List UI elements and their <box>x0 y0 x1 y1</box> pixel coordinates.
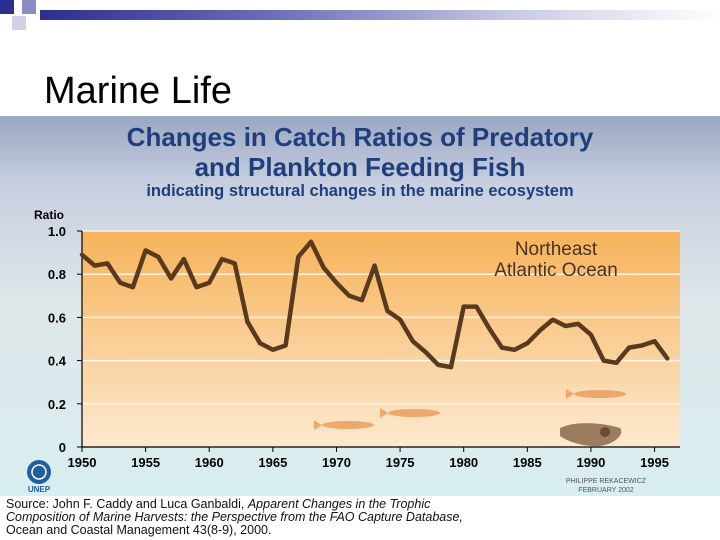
y-tick-label: 0.4 <box>48 354 67 369</box>
credit-line1: PHILIPPE REKACEWICZ <box>566 478 647 485</box>
x-tick-label: 1965 <box>258 455 287 470</box>
y-axis-label: Ratio <box>34 208 64 222</box>
chart-title-line2: and Plankton Feeding Fish <box>195 152 526 182</box>
source-prefix: Source: John F. Caddy and Luca Ganbaldi, <box>6 497 248 511</box>
x-tick-label: 1950 <box>68 455 97 470</box>
x-tick-label: 1975 <box>386 455 415 470</box>
corner-decoration <box>0 0 50 30</box>
fish-illustration <box>314 389 626 430</box>
x-tick-label: 1990 <box>576 455 605 470</box>
x-tick-label: 1985 <box>513 455 542 470</box>
y-axis-ticks: 1.0 0.8 0.6 0.4 0.2 0 <box>48 224 82 455</box>
gridlines <box>82 230 680 405</box>
source-line2: Composition of Marine Harvests: the Pers… <box>6 510 463 524</box>
source-title-part1: Apparent Changes in the Trophic <box>247 497 431 511</box>
y-tick-label: 1.0 <box>48 224 66 239</box>
header-bar <box>40 10 720 20</box>
y-tick-label: 0.6 <box>48 310 66 325</box>
y-tick-label: 0.8 <box>48 267 66 282</box>
x-tick-label: 1980 <box>449 455 478 470</box>
x-tick-label: 1970 <box>322 455 351 470</box>
credit-line2: FEBRUARY 2002 <box>578 487 633 494</box>
unep-logo-text: UNEP <box>28 485 51 494</box>
y-tick-label: 0 <box>59 440 66 455</box>
chart-title: Changes in Catch Ratios of Predatory <box>127 122 594 152</box>
source-line1: Source: John F. Caddy and Luca Ganbaldi,… <box>6 498 720 511</box>
series-line-northeast-atlantic <box>79 239 670 370</box>
annotation-line1: Northeast <box>515 239 598 260</box>
unep-logo: UNEP <box>27 460 51 494</box>
source-line3: Ocean and Coastal Management 43(8-9), 20… <box>6 523 272 537</box>
x-tick-label: 1955 <box>131 455 160 470</box>
x-tick-label: 1960 <box>195 455 224 470</box>
x-axis-ticks: 1950 1955 1960 1965 1970 1975 1980 1985 1990 1995 <box>68 447 669 470</box>
x-tick-label: 1995 <box>640 455 669 470</box>
slide-title: Marine Life <box>44 70 232 112</box>
plankton-illustration <box>560 423 622 447</box>
chart-panel: Changes in Catch Ratios of Predatory and… <box>0 116 720 496</box>
annotation-line2: Atlantic Ocean <box>494 260 618 281</box>
line-chart: Changes in Catch Ratios of Predatory and… <box>27 122 680 494</box>
chart-subtitle: indicating structural changes in the mar… <box>146 182 573 200</box>
source-citation: Source: John F. Caddy and Luca Ganbaldi,… <box>0 498 720 540</box>
y-tick-label: 0.2 <box>48 397 66 412</box>
